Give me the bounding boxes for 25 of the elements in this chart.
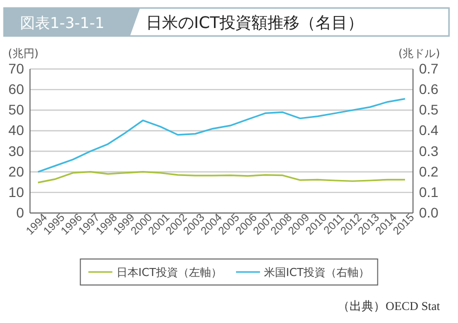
y-tick-label: 20: [8, 163, 24, 180]
y2-tick-label: 0.1: [419, 184, 439, 200]
y2-tick-label: 0.6: [419, 81, 439, 98]
y-axis-title: (兆円): [8, 47, 39, 60]
legend-label: 米国ICT投資（右軸）: [264, 266, 370, 279]
y-tick-label: 60: [8, 81, 24, 98]
line-series: [37, 171, 406, 184]
y2-tick-label: 0.4: [419, 122, 439, 138]
chart-title: 日米のICT投資額推移（名目）: [146, 13, 364, 32]
line-series: [37, 98, 406, 173]
y2-tick-label: 0.5: [419, 102, 439, 118]
y-tick-label: 50: [8, 102, 24, 118]
y2-tick-label: 0.0: [419, 204, 439, 220]
text: 図表1-3-1-1: [20, 14, 104, 32]
y-tick-label: 30: [8, 142, 24, 159]
y-tick-label: 10: [8, 184, 24, 200]
y2-axis-title: (兆ドル): [398, 47, 440, 60]
legend-label: 日本ICT投資（左軸）: [116, 266, 222, 279]
y-tick-label: 40: [8, 122, 24, 138]
y-tick-label: 70: [8, 60, 24, 76]
y2-tick-label: 0.2: [419, 163, 439, 180]
y2-tick-label: 0.3: [419, 142, 439, 159]
text: （出典）OECD Stat: [338, 299, 441, 313]
y-tick-label: 0: [16, 204, 24, 220]
y2-tick-label: 0.7: [419, 60, 439, 76]
